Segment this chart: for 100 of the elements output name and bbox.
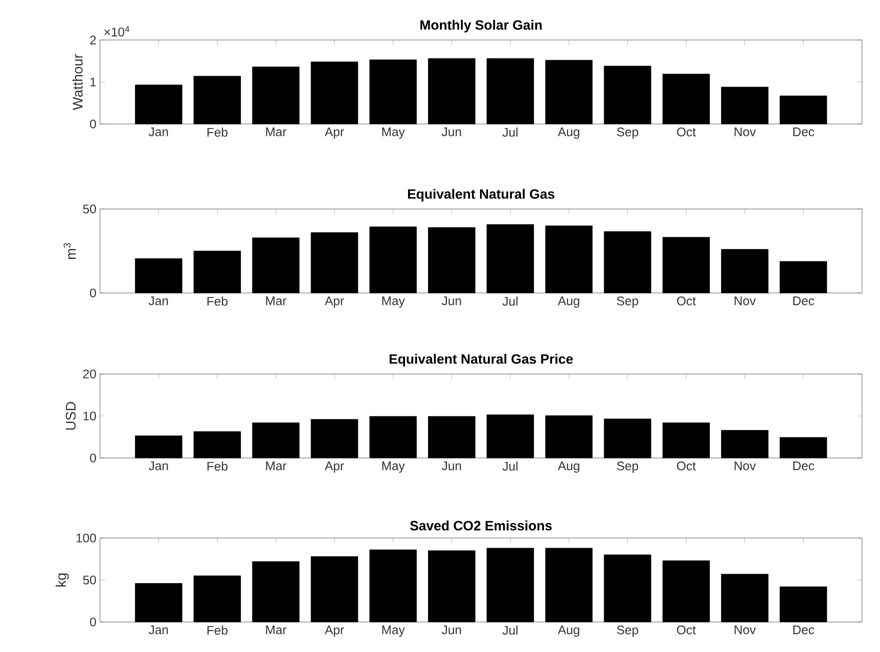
bar	[486, 224, 534, 294]
y-axis-title: kg	[56, 573, 69, 586]
x-tick-label: Oct	[677, 462, 696, 470]
bar	[662, 74, 710, 124]
y-tick-label: 50	[83, 576, 96, 584]
x-tick-label: Jul	[502, 296, 518, 306]
bar	[428, 58, 476, 124]
x-tick-label: Nov	[734, 626, 756, 634]
text: ×10$^{4}$	[104, 26, 130, 36]
bar	[252, 238, 300, 294]
y-axis-title: Watthour	[72, 54, 83, 110]
x-tick-label: Oct	[677, 296, 696, 306]
x-tick-label: Feb	[207, 128, 228, 137]
y-tick-label: 20	[83, 370, 96, 378]
x-tick-label: Jul	[502, 626, 518, 635]
bar	[194, 431, 241, 458]
bar	[369, 60, 417, 124]
y-tick-label: 100	[76, 534, 96, 542]
x-tick-label: Jan	[148, 128, 168, 136]
bar	[310, 556, 358, 622]
bar	[134, 436, 182, 458]
bar	[721, 249, 768, 294]
bar	[662, 237, 710, 294]
x-tick-label: Dec	[793, 626, 814, 634]
bar	[310, 232, 358, 294]
bar	[134, 258, 182, 294]
x-tick-label: May	[382, 626, 405, 637]
x-tick-label: Nov	[734, 296, 756, 306]
chart-title: Monthly Solar Gain	[420, 20, 542, 32]
x-tick-label: Jan	[148, 296, 168, 306]
y-axis-title: m$^{3}$	[64, 243, 76, 259]
x-tick-label: Jun	[442, 462, 461, 470]
bar	[369, 416, 417, 458]
bar	[604, 231, 652, 294]
y-tick-label: 50	[83, 204, 96, 214]
y-axis-title: USD	[66, 402, 76, 430]
bar	[369, 550, 417, 622]
x-tick-label: Dec	[793, 128, 814, 136]
bar	[545, 415, 593, 458]
bar	[604, 418, 652, 458]
chart-title: Equivalent Natural Gas Price	[390, 354, 573, 366]
x-tick-label: May	[382, 462, 405, 473]
bar	[486, 414, 534, 458]
bar	[486, 548, 534, 622]
x-tick-label: Aug	[558, 626, 580, 637]
bar	[252, 422, 300, 458]
bar	[252, 561, 300, 622]
bar	[604, 554, 652, 622]
x-tick-label: Jun	[442, 128, 461, 136]
x-tick-label: May	[382, 128, 405, 139]
x-tick-label: May	[382, 296, 405, 308]
bar	[545, 60, 593, 124]
x-tick-label: Nov	[734, 462, 756, 470]
x-tick-label: Sep	[616, 128, 638, 139]
bar	[252, 66, 300, 124]
bar	[369, 226, 417, 294]
y-tick-label: 2	[90, 36, 96, 44]
x-tick-label: Jun	[442, 296, 461, 306]
bar	[134, 84, 182, 124]
bar	[428, 550, 476, 622]
bar	[780, 586, 828, 622]
x-tick-label: Jul	[502, 128, 518, 137]
x-tick-label: Aug	[558, 296, 580, 308]
bar	[780, 96, 828, 124]
y-tick-label: 0	[90, 454, 96, 462]
chart-title: Saved CO2 Emissions	[410, 520, 552, 530]
bar	[662, 422, 710, 458]
bar	[721, 86, 768, 124]
bar	[310, 419, 358, 458]
bar	[721, 430, 768, 458]
bar	[662, 560, 710, 622]
x-tick-label: Dec	[793, 296, 814, 306]
x-tick-label: Jan	[148, 462, 168, 470]
bar	[428, 227, 476, 294]
x-tick-label: Feb	[207, 626, 228, 635]
bar	[780, 261, 828, 294]
bar	[545, 548, 593, 622]
bar	[428, 416, 476, 458]
bar	[194, 250, 241, 294]
x-tick-label: Aug	[558, 462, 580, 473]
bar	[134, 583, 182, 622]
x-tick-label: Sep	[616, 296, 638, 308]
x-tick-label: Jun	[442, 626, 461, 634]
bar	[194, 576, 241, 622]
bar	[310, 62, 358, 124]
x-tick-label: Jul	[502, 462, 518, 471]
y-tick-label: 1	[90, 78, 96, 86]
x-tick-label: Sep	[616, 626, 638, 637]
x-tick-label: Mar	[266, 296, 286, 306]
x-tick-label: Dec	[793, 462, 814, 470]
x-tick-label: Oct	[677, 128, 696, 136]
bar	[486, 58, 534, 124]
x-tick-label: Jan	[148, 626, 168, 634]
x-tick-label: Mar	[266, 462, 286, 470]
y-tick-label: 0	[90, 120, 96, 128]
x-tick-label: Apr	[324, 462, 344, 473]
x-tick-label: Feb	[207, 462, 228, 471]
bar	[545, 226, 593, 294]
bar	[604, 66, 652, 124]
y-tick-label: 10	[84, 412, 96, 420]
